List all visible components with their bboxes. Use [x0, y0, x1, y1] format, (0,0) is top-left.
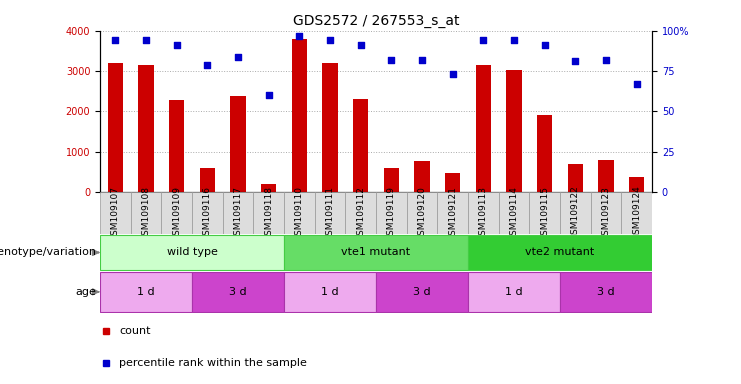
Point [447, 71, 459, 77]
Text: GSM109118: GSM109118 [265, 185, 273, 241]
Text: GSM109109: GSM109109 [172, 185, 182, 241]
FancyBboxPatch shape [468, 192, 499, 234]
Point [385, 57, 397, 63]
FancyBboxPatch shape [130, 192, 162, 234]
FancyBboxPatch shape [376, 271, 468, 312]
Point [508, 37, 520, 43]
Bar [568, 164, 583, 192]
Point [293, 33, 305, 39]
Text: 1 d: 1 d [322, 287, 339, 297]
FancyBboxPatch shape [223, 192, 253, 234]
FancyBboxPatch shape [284, 192, 315, 234]
Text: 3 d: 3 d [413, 287, 431, 297]
Text: 1 d: 1 d [137, 287, 155, 297]
FancyBboxPatch shape [162, 192, 192, 234]
Text: percentile rank within the sample: percentile rank within the sample [119, 358, 308, 368]
Bar [384, 168, 399, 192]
Point [140, 37, 152, 43]
FancyBboxPatch shape [499, 192, 529, 234]
Point [324, 37, 336, 43]
FancyBboxPatch shape [560, 192, 591, 234]
Text: GSM109107: GSM109107 [111, 185, 120, 241]
FancyBboxPatch shape [622, 192, 652, 234]
Point [631, 81, 642, 87]
Text: GSM109113: GSM109113 [479, 185, 488, 241]
FancyBboxPatch shape [192, 192, 223, 234]
FancyBboxPatch shape [100, 235, 284, 270]
Bar [107, 63, 123, 192]
Point [263, 92, 275, 98]
Title: GDS2572 / 267553_s_at: GDS2572 / 267553_s_at [293, 14, 459, 28]
Text: GSM109108: GSM109108 [142, 185, 150, 241]
Text: vte2 mutant: vte2 mutant [525, 247, 595, 258]
FancyBboxPatch shape [591, 192, 622, 234]
Text: 3 d: 3 d [229, 287, 247, 297]
Text: GSM109122: GSM109122 [571, 186, 580, 240]
FancyBboxPatch shape [345, 192, 376, 234]
Bar [629, 177, 645, 192]
Text: GSM109116: GSM109116 [203, 185, 212, 241]
Text: age: age [76, 287, 96, 297]
Point [416, 57, 428, 63]
FancyBboxPatch shape [192, 271, 284, 312]
Point [232, 53, 244, 60]
Bar [353, 99, 368, 192]
Text: GSM109121: GSM109121 [448, 186, 457, 240]
Text: vte1 mutant: vte1 mutant [342, 247, 411, 258]
Point [570, 58, 582, 65]
FancyBboxPatch shape [253, 192, 284, 234]
Point [355, 42, 367, 48]
FancyBboxPatch shape [376, 192, 407, 234]
Text: wild type: wild type [167, 247, 217, 258]
Text: GSM109123: GSM109123 [602, 186, 611, 240]
Text: GSM109117: GSM109117 [233, 185, 242, 241]
Text: GSM109110: GSM109110 [295, 185, 304, 241]
Bar [599, 160, 614, 192]
FancyBboxPatch shape [100, 192, 130, 234]
FancyBboxPatch shape [407, 192, 437, 234]
FancyBboxPatch shape [437, 192, 468, 234]
Text: 1 d: 1 d [505, 287, 523, 297]
Text: GSM109111: GSM109111 [325, 185, 334, 241]
Text: genotype/variation: genotype/variation [0, 247, 96, 258]
Text: 3 d: 3 d [597, 287, 615, 297]
Text: count: count [119, 326, 151, 336]
Bar [230, 96, 246, 192]
Point [202, 61, 213, 68]
Bar [261, 184, 276, 192]
Bar [476, 65, 491, 192]
FancyBboxPatch shape [284, 271, 376, 312]
FancyBboxPatch shape [560, 271, 652, 312]
Text: GSM109115: GSM109115 [540, 185, 549, 241]
Bar [169, 100, 185, 192]
Bar [292, 39, 307, 192]
Point [477, 37, 489, 43]
Bar [200, 168, 215, 192]
Bar [139, 65, 153, 192]
FancyBboxPatch shape [100, 271, 192, 312]
FancyBboxPatch shape [284, 235, 468, 270]
Text: GSM109114: GSM109114 [510, 186, 519, 240]
Point [110, 37, 122, 43]
Text: GSM109120: GSM109120 [418, 186, 427, 240]
Point [170, 42, 182, 48]
FancyBboxPatch shape [468, 271, 560, 312]
Bar [445, 173, 460, 192]
Text: GSM109112: GSM109112 [356, 186, 365, 240]
Bar [322, 63, 338, 192]
FancyBboxPatch shape [468, 235, 652, 270]
Bar [537, 114, 552, 192]
Bar [414, 161, 430, 192]
FancyBboxPatch shape [529, 192, 560, 234]
Point [539, 42, 551, 48]
FancyBboxPatch shape [315, 192, 345, 234]
Text: GSM109119: GSM109119 [387, 185, 396, 241]
Text: GSM109124: GSM109124 [632, 186, 641, 240]
Point [600, 57, 612, 63]
Bar [506, 70, 522, 192]
